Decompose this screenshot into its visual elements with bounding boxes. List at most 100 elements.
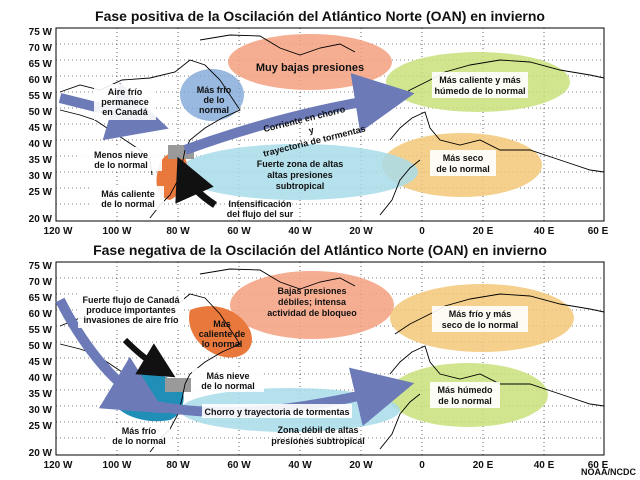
svg-text:30 W: 30 W <box>29 171 53 182</box>
svg-text:lo normal: lo normal <box>202 339 243 349</box>
svg-text:20 W: 20 W <box>349 226 373 237</box>
weak-low-pressure-label: Bajas presiones débiles; intensa activid… <box>267 286 357 318</box>
svg-text:Más: Más <box>213 319 231 329</box>
svg-text:del flujo del sur: del flujo del sur <box>227 209 294 219</box>
weak-low-pressure-region <box>230 271 394 339</box>
more-snow-label: Más nieve de lo normal <box>192 368 264 392</box>
svg-text:20 E: 20 E <box>473 226 494 237</box>
warm-greenland-region <box>189 306 252 358</box>
strong-high-label: Fuerte zona de altas altas presiones sub… <box>257 159 344 191</box>
svg-text:30 W: 30 W <box>29 405 53 416</box>
svg-text:20 W: 20 W <box>349 460 373 471</box>
cold-air-canada-label: Aire frío permanece en Canadá <box>94 84 156 120</box>
svg-text:80 W: 80 W <box>166 460 190 471</box>
svg-text:75 W: 75 W <box>29 261 53 272</box>
svg-text:de lo normal: de lo normal <box>438 396 492 406</box>
svg-text:Bajas presiones: Bajas presiones <box>277 286 346 296</box>
svg-text:invasiones de aire frío: invasiones de aire frío <box>83 315 179 325</box>
svg-text:60 W: 60 W <box>227 226 251 237</box>
canada-flow-arrow <box>55 297 166 414</box>
svg-text:altas presiones: altas presiones <box>267 170 333 180</box>
svg-text:80 W: 80 W <box>166 226 190 237</box>
svg-text:Aire frío: Aire frío <box>108 87 143 97</box>
south-flow-label: Intensificación del flujo del sur <box>227 199 294 219</box>
svg-text:Más frío y más: Más frío y más <box>449 309 512 319</box>
svg-text:0: 0 <box>419 226 425 237</box>
svg-text:35 W: 35 W <box>29 389 53 400</box>
weak-high-label: Zona débil de altas presiones subtropica… <box>271 425 365 446</box>
colder-label-bottom: Más frío de lo normal <box>108 423 170 447</box>
wetter-label: Más húmedo de lo normal <box>430 382 500 408</box>
svg-text:Más caliente y más: Más caliente y más <box>439 75 521 85</box>
warmer-label-top: Más caliente de lo normal <box>92 186 164 210</box>
colder-region-top <box>180 69 244 121</box>
top-panel-title: Fase positiva de la Oscilación del Atlán… <box>95 8 545 24</box>
warmer-label-bottom: Más caliente de lo normal <box>199 319 246 349</box>
svg-text:seco de lo normal: seco de lo normal <box>442 320 519 330</box>
strong-high-region <box>178 144 418 200</box>
svg-text:Fuerte zona de altas: Fuerte zona de altas <box>257 159 344 169</box>
svg-text:120 W: 120 W <box>44 226 73 237</box>
svg-text:en Canadá: en Canadá <box>102 107 149 117</box>
svg-text:de lo normal: de lo normal <box>94 160 148 170</box>
svg-text:0: 0 <box>419 460 425 471</box>
svg-text:45 W: 45 W <box>29 357 53 368</box>
cold-outbreak-arrow <box>122 337 176 378</box>
drier-label: Más seco de lo normal <box>430 150 496 176</box>
svg-text:60 W: 60 W <box>29 309 53 320</box>
svg-text:de lo normal: de lo normal <box>436 164 490 174</box>
svg-text:55 W: 55 W <box>29 91 53 102</box>
svg-text:Más húmedo: Más húmedo <box>437 385 493 395</box>
svg-text:permanece: permanece <box>101 97 149 107</box>
bottom-panel-title: Fase negativa de la Oscilación del Atlán… <box>93 242 547 258</box>
svg-text:60 E: 60 E <box>588 460 609 471</box>
svg-text:actividad de bloqueo: actividad de bloqueo <box>267 308 357 318</box>
svg-text:40 E: 40 E <box>534 226 555 237</box>
svg-text:40 W: 40 W <box>29 139 53 150</box>
svg-text:40 E: 40 E <box>534 460 555 471</box>
bottom-x-axis: 120 W 100 W 80 W 60 W 40 W 20 W 0 20 E 4… <box>44 460 609 471</box>
svg-text:45 W: 45 W <box>29 123 53 134</box>
svg-text:65 W: 65 W <box>29 59 53 70</box>
svg-text:Más caliente: Más caliente <box>101 189 155 199</box>
colder-drier-label: Más frío y más seco de lo normal <box>432 306 528 332</box>
svg-text:Menos nieve: Menos nieve <box>94 150 148 160</box>
svg-text:75 W: 75 W <box>29 27 53 38</box>
svg-text:55 W: 55 W <box>29 325 53 336</box>
svg-text:100 W: 100 W <box>103 226 132 237</box>
svg-text:Más frío: Más frío <box>122 426 157 436</box>
svg-text:25 W: 25 W <box>29 421 53 432</box>
svg-text:60 W: 60 W <box>227 460 251 471</box>
colder-label-top: Más frío de lo normal <box>197 85 232 115</box>
jet-stream-label-bottom: Chorro y trayectoria de tormentas <box>202 404 352 418</box>
canada-flow-label: Fuerte flujo de Canadá produce important… <box>78 292 184 328</box>
svg-text:40 W: 40 W <box>288 226 312 237</box>
svg-text:100 W: 100 W <box>103 460 132 471</box>
svg-text:50 W: 50 W <box>29 341 53 352</box>
top-y-axis: 75 W 70 W 65 W 60 W 55 W 50 W 45 W 40 W … <box>29 27 53 225</box>
svg-text:20 W: 20 W <box>29 214 53 225</box>
svg-text:25 W: 25 W <box>29 187 53 198</box>
svg-text:débiles; intensa: débiles; intensa <box>278 297 347 307</box>
svg-text:caliente de: caliente de <box>199 329 246 339</box>
less-snow-label: Menos nieve de lo normal <box>80 147 162 171</box>
svg-text:60 E: 60 E <box>588 226 609 237</box>
svg-text:40 W: 40 W <box>29 373 53 384</box>
svg-text:50 W: 50 W <box>29 107 53 118</box>
svg-text:de lo normal: de lo normal <box>201 381 255 391</box>
svg-text:60 W: 60 W <box>29 75 53 86</box>
warmer-wetter-label: Más caliente y más húmedo de lo normal <box>432 72 528 98</box>
svg-text:Fuerte flujo de Canadá: Fuerte flujo de Canadá <box>82 295 180 305</box>
svg-text:Más nieve: Más nieve <box>206 371 249 381</box>
svg-text:20 W: 20 W <box>29 448 53 459</box>
svg-text:de lo normal: de lo normal <box>101 199 155 209</box>
svg-text:de lo: de lo <box>203 95 225 105</box>
svg-text:40 W: 40 W <box>288 460 312 471</box>
bottom-y-axis: 75 W 70 W 65 W 60 W 55 W 50 W 45 W 40 W … <box>29 261 53 459</box>
very-low-pressure-label: Muy bajas presiones <box>256 62 364 74</box>
svg-text:65 W: 65 W <box>29 293 53 304</box>
top-x-axis: 120 W 100 W 80 W 60 W 40 W 20 W 0 20 E 4… <box>44 226 609 237</box>
jet-stream-arrow-top <box>183 73 415 155</box>
svg-text:120 W: 120 W <box>44 460 73 471</box>
